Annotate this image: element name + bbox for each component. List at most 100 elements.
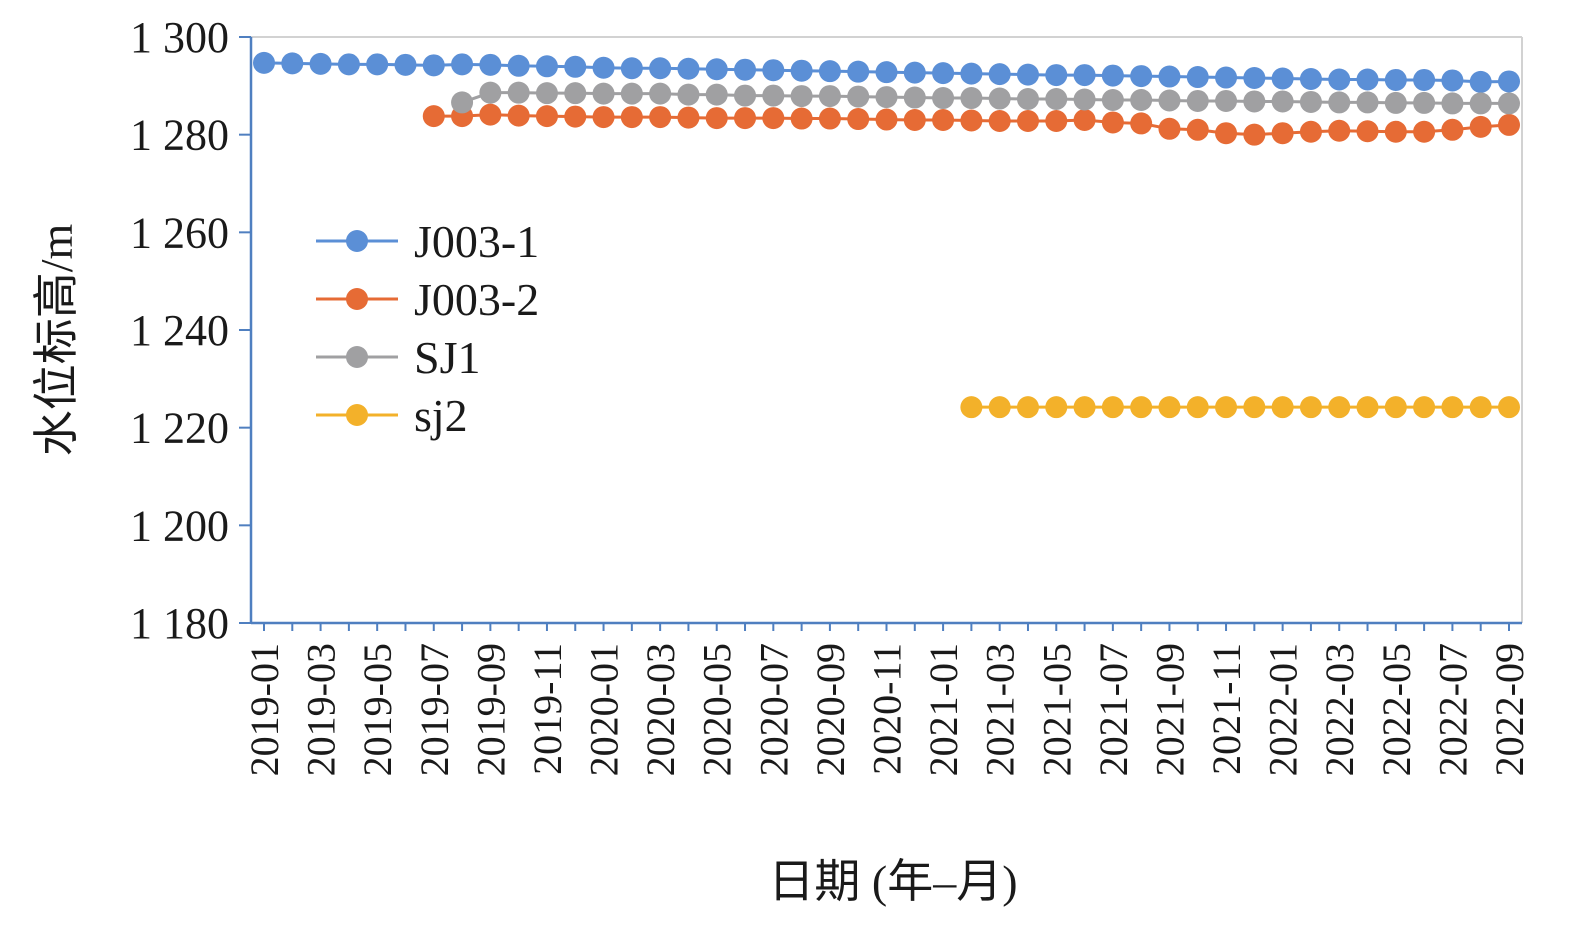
x-tick-label: 2021-07 (1091, 643, 1136, 776)
plot-frame (251, 36, 1523, 623)
data-point (1073, 396, 1096, 419)
data-point (337, 53, 360, 76)
x-axis-title: 日期 (年–月) (768, 856, 1017, 907)
data-point (762, 59, 785, 82)
data-point (479, 103, 502, 126)
data-point (1498, 92, 1520, 115)
data-point (790, 107, 813, 130)
data-point (422, 105, 445, 128)
data-point (1328, 119, 1351, 142)
data-point (960, 396, 983, 419)
legend-item-sj2: sj2 (316, 390, 468, 441)
data-point (1016, 396, 1039, 419)
data-point (479, 81, 502, 104)
data-point (1158, 396, 1181, 419)
data-point (1243, 396, 1266, 419)
data-point (1130, 88, 1153, 111)
x-tick-label: 2020-05 (695, 643, 740, 776)
data-point (1328, 68, 1351, 91)
data-point (1441, 396, 1464, 419)
legend-marker (346, 404, 368, 426)
data-point (1299, 120, 1322, 143)
x-tick-label: 2020-09 (808, 643, 853, 776)
x-axis: 2019-01 2019-03 2019-05 2019-07 2019-09 2019-… (242, 621, 1532, 776)
data-point (1158, 117, 1181, 140)
legend-item-j003-2: J003-2 (316, 274, 539, 325)
data-point (1384, 91, 1407, 114)
data-point (988, 63, 1011, 86)
data-point (847, 85, 870, 108)
data-point (818, 85, 841, 108)
data-point (988, 87, 1011, 110)
data-point (451, 91, 474, 114)
x-tick-label: 2020-01 (582, 643, 627, 776)
data-point (932, 62, 955, 85)
data-point (1243, 90, 1266, 113)
data-point (1243, 123, 1266, 146)
data-point (507, 104, 530, 127)
data-point (875, 86, 898, 109)
data-point (1328, 91, 1351, 114)
data-point (394, 53, 417, 76)
data-point (790, 85, 813, 108)
data-point (705, 58, 728, 81)
data-point (734, 58, 757, 81)
data-point (620, 106, 643, 129)
data-point (790, 59, 813, 82)
data-point (1498, 70, 1520, 93)
x-tick-label: 2019-03 (299, 643, 344, 776)
legend-item-sj1: SJ1 (316, 332, 480, 383)
legend-marker (346, 288, 368, 310)
data-point (507, 81, 530, 104)
series-layer (253, 51, 1520, 419)
data-point (903, 86, 926, 109)
data-point (847, 108, 870, 131)
data-point (903, 109, 926, 132)
data-point (1186, 396, 1209, 419)
data-point (649, 57, 672, 80)
data-point (1101, 396, 1124, 419)
x-tick-label: 2021-11 (1204, 643, 1249, 775)
data-point (649, 106, 672, 129)
data-point (1441, 92, 1464, 115)
data-point (1356, 120, 1379, 143)
data-point (1073, 109, 1096, 132)
data-point (818, 107, 841, 130)
data-point (1498, 396, 1520, 419)
data-point (535, 55, 558, 78)
data-point (1186, 118, 1209, 141)
data-point (1016, 109, 1039, 132)
series-j003-2 (422, 103, 1520, 146)
x-tick-label: 2022-05 (1374, 643, 1419, 776)
data-point (762, 84, 785, 107)
legend-item-j003-1: J003-1 (316, 216, 539, 267)
data-point (592, 82, 615, 105)
data-point (620, 82, 643, 105)
x-tick-label: 2022-07 (1430, 643, 1475, 776)
data-point (620, 57, 643, 80)
data-point (705, 107, 728, 130)
data-point (564, 105, 587, 128)
x-tick-label: 2021-05 (1034, 643, 1079, 776)
data-point (875, 108, 898, 131)
data-point (960, 62, 983, 85)
data-point (309, 52, 332, 75)
legend-label: sj2 (414, 390, 468, 441)
data-point (1045, 88, 1068, 111)
data-point (1215, 66, 1238, 89)
data-point (592, 56, 615, 79)
data-point (535, 82, 558, 105)
data-point (1186, 66, 1209, 89)
data-point (1101, 111, 1124, 134)
y-tick-label: 1 260 (130, 208, 229, 257)
data-point (1384, 396, 1407, 419)
data-point (1413, 91, 1436, 114)
data-point (1441, 118, 1464, 141)
data-point (960, 109, 983, 132)
data-point (1016, 88, 1039, 111)
data-point (1215, 89, 1238, 112)
series-line-sj1 (461, 91, 1509, 105)
data-point (535, 105, 558, 128)
data-point (1045, 109, 1068, 132)
